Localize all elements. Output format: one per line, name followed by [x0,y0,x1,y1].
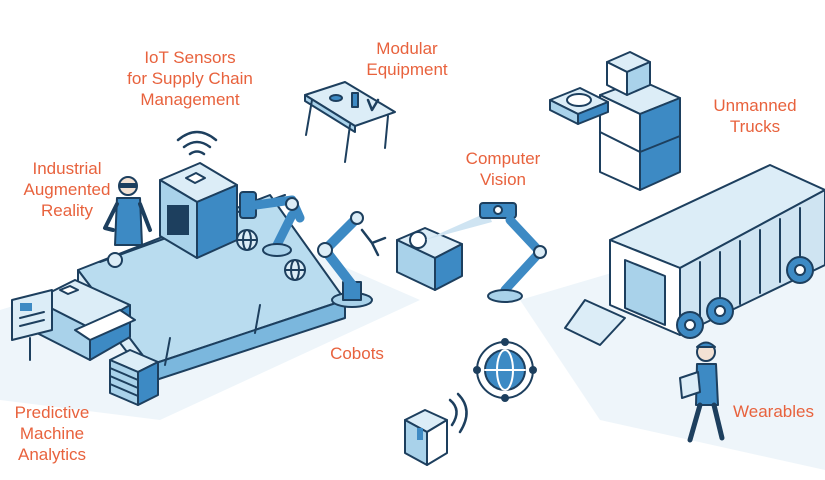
open-box [396,227,463,291]
label-line: Predictive [14,403,90,422]
label-unmanned-trucks: Unmanned Trucks [700,95,810,137]
analytics-machine [34,279,136,361]
label-line: Unmanned [713,96,797,115]
label-iot-sensors: IoT Sensors for Supply Chain Management [120,47,260,110]
label-line: Vision [480,170,526,189]
network-globe-icon [473,338,537,402]
label-industrial-ar: Industrial Augmented Reality [12,158,122,221]
label-line: Trucks [729,117,781,136]
truck-icon [564,164,825,346]
label-line: Wearables [733,402,814,421]
conveyor-tunnel-box [159,162,238,259]
label-line: Analytics [17,445,87,464]
sphere-item [107,252,123,268]
label-line: Reality [41,201,93,220]
robot-arm-icon [317,211,387,308]
worker-icon [679,341,725,443]
label-line: IoT Sensors [144,48,236,67]
scale-platform [549,87,609,125]
modular-equipment-table [304,81,396,163]
label-modular-equipment: Modular Equipment [352,38,462,80]
storage-rack [599,51,681,191]
vision-beam [425,212,492,240]
tablet-icon [11,289,53,361]
globe-icon [284,259,306,281]
package-icon [404,409,448,466]
server-stack [109,349,159,406]
label-line: Equipment [366,60,448,79]
label-line: Augmented [23,180,111,199]
worker-icon [103,176,152,246]
globe-icon [236,229,258,251]
label-line: Industrial [32,159,102,178]
label-cobots: Cobots [312,343,402,364]
label-line: Computer [465,149,541,168]
wifi-icon [176,130,218,156]
label-line: Machine [19,424,85,443]
small-package-top [59,285,79,295]
label-line: Modular [376,39,438,58]
camera-icon [479,202,547,303]
label-line: Management [140,90,240,109]
label-line: for Supply Chain [127,69,253,88]
label-computer-vision: Computer Vision [448,148,558,190]
label-predictive-analytics: Predictive Machine Analytics [2,402,102,465]
robot-arm-icon [239,191,305,257]
small-package-top [185,172,206,184]
label-wearables: Wearables [726,401,821,422]
wifi-icon [448,392,468,434]
label-line: Cobots [330,344,384,363]
